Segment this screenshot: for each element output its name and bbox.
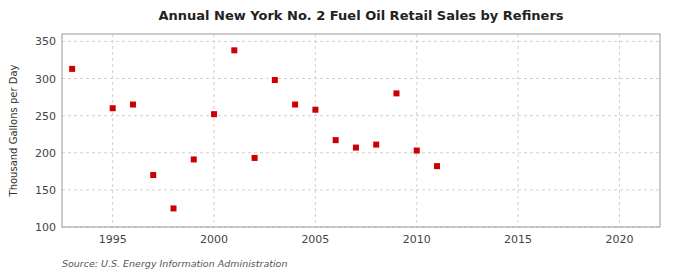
x-grid-line — [214, 34, 215, 227]
point — [252, 155, 258, 161]
point — [434, 163, 440, 169]
plot-area — [62, 34, 660, 227]
y-tick-label: 300 — [35, 73, 56, 86]
y-tick-label: 200 — [35, 147, 56, 160]
title: Annual New York No. 2 Fuel Oil Retail Sa… — [158, 8, 563, 23]
grid — [62, 34, 660, 227]
point — [170, 205, 176, 211]
y-grid-line — [62, 78, 660, 79]
x-tick-label: 1995 — [99, 233, 127, 246]
point — [191, 156, 197, 162]
point — [272, 77, 278, 83]
x-grid-line — [416, 34, 417, 227]
point — [312, 107, 318, 113]
point — [110, 105, 116, 111]
x-tick-label: 2020 — [605, 233, 633, 246]
y-axis-label: Thousand Gallons per Day — [8, 64, 19, 197]
point — [353, 145, 359, 151]
points — [69, 47, 440, 211]
y-grid-line — [62, 152, 660, 153]
y-tick-label: 150 — [35, 184, 56, 197]
point — [231, 47, 237, 53]
chart: 100 150 200 250 300 350 1995 2000 2005 2010 2015 20… — [0, 0, 675, 275]
annotation: Source: U.S. Energy Information Administ… — [62, 258, 287, 269]
y-grid-line — [62, 41, 660, 42]
point — [211, 111, 217, 117]
y-tick-label: 350 — [35, 35, 56, 48]
point — [373, 142, 379, 148]
point — [150, 172, 156, 178]
y-tick-label: 250 — [35, 110, 56, 123]
x-tick-label: 2005 — [301, 233, 329, 246]
point — [69, 66, 75, 72]
x-tick-label: 2010 — [403, 233, 431, 246]
y-tick-label: 100 — [35, 221, 56, 234]
x-grid-line — [619, 34, 620, 227]
x-grid-line — [518, 34, 519, 227]
point — [292, 102, 298, 108]
plot-frame — [62, 34, 660, 227]
x-grid-line — [315, 34, 316, 227]
y-grid-line — [62, 115, 660, 116]
x-grid-line — [112, 34, 113, 227]
point — [333, 137, 339, 143]
x-tick-label: 2000 — [200, 233, 228, 246]
y-grid-line — [62, 189, 660, 190]
point — [393, 90, 399, 96]
point — [130, 102, 136, 108]
x-tick-label: 2015 — [504, 233, 532, 246]
point — [414, 148, 420, 154]
